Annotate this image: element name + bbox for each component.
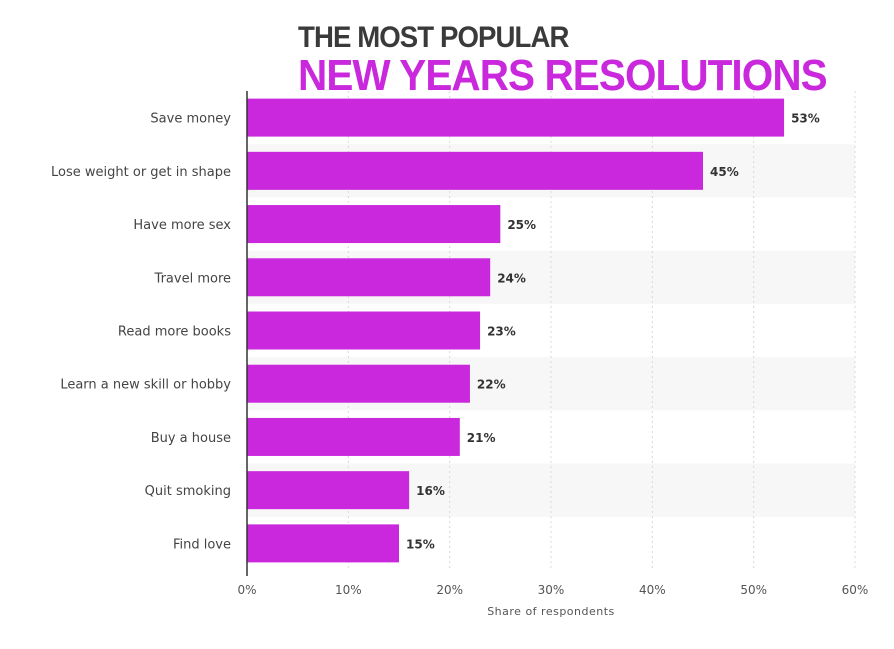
bar [247, 524, 399, 563]
bar [247, 98, 785, 137]
x-tick-label: 10% [335, 583, 362, 597]
category-label: Travel more [154, 271, 231, 286]
x-tick-label: 60% [842, 583, 869, 597]
chart-title: THE MOST POPULAR NEW YEARS RESOLUTIONS [298, 22, 873, 98]
bar [247, 471, 410, 510]
category-label: Save money [150, 112, 231, 127]
x-tick-label: 0% [237, 583, 256, 597]
value-label: 25% [507, 218, 536, 232]
x-tick-label: 20% [436, 583, 463, 597]
value-label: 16% [416, 484, 445, 498]
x-axis-title: Share of respondents [487, 605, 615, 618]
x-tick-label: 30% [538, 583, 565, 597]
category-label: Buy a house [151, 431, 231, 446]
bar [247, 258, 491, 297]
category-label: Quit smoking [145, 484, 231, 499]
category-label: Read more books [118, 325, 231, 340]
bar [247, 311, 481, 350]
chart-title-line1: THE MOST POPULAR [298, 21, 569, 54]
bar [247, 205, 501, 244]
category-label: Find love [173, 537, 231, 552]
value-label: 45% [710, 165, 739, 179]
x-tick-label: 40% [639, 583, 666, 597]
x-tick-labels: 0% 10% 20% 30% 40% 50% 60% [237, 583, 868, 597]
value-label: 15% [406, 537, 435, 551]
category-label: Lose weight or get in shape [51, 165, 231, 180]
value-label: 53% [791, 112, 820, 126]
bars [247, 98, 785, 563]
category-label: Have more sex [133, 218, 231, 233]
bar [247, 364, 470, 403]
bar [247, 151, 703, 190]
value-label: 22% [477, 378, 506, 392]
value-labels: 53% 45% 25% 24% 23% 22% 21% 16% 15% [406, 112, 820, 552]
category-label: Learn a new skill or hobby [60, 378, 231, 393]
category-labels: Save money Lose weight or get in shape Hav… [51, 112, 231, 553]
value-label: 23% [487, 325, 516, 339]
x-tick-label: 50% [740, 583, 767, 597]
bar [247, 417, 460, 456]
chart-title-line2: NEW YEARS RESOLUTIONS [298, 51, 828, 100]
value-label: 24% [497, 271, 526, 285]
value-label: 21% [467, 431, 496, 445]
